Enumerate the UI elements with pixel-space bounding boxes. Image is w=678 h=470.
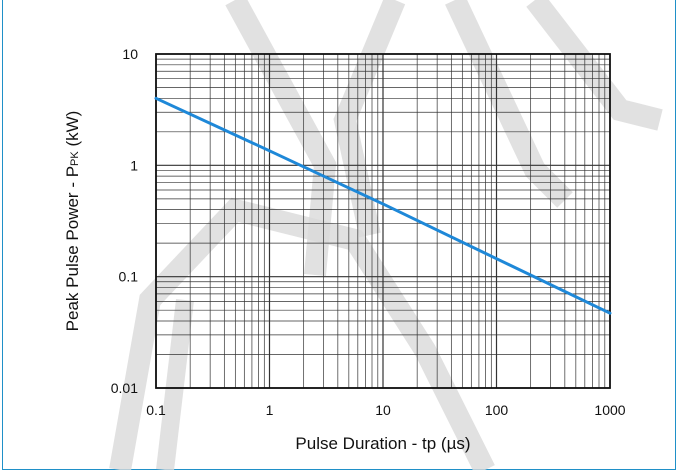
y-axis-label-subscript: PK [69,151,81,166]
x-tick-label: 1000 [594,402,625,418]
x-axis-label: Pulse Duration - tp (µs) [295,434,470,453]
x-tick-label: 1 [266,402,274,418]
series-line [154,96,612,315]
plot-border [155,53,611,389]
y-axis-label-unit: (kW) [63,111,82,152]
x-tick-label: 10 [375,402,391,418]
y-axis-label-main: Peak Pulse Power - P [63,166,82,331]
y-tick-label: 1 [130,157,138,173]
x-tick-label: 0.1 [146,402,166,418]
chart-grid [155,53,611,389]
y-axis-label: Peak Pulse Power - PPK (kW) [63,111,82,332]
tick-labels: 0.1 1 10 100 1000 0.01 0.1 1 10 [111,46,626,418]
y-tick-label: 0.1 [119,269,139,285]
y-tick-label: 0.01 [111,380,138,396]
x-tick-label: 100 [485,402,509,418]
watermark [109,0,663,470]
chart-series [154,96,612,315]
y-tick-label: 10 [122,46,138,62]
